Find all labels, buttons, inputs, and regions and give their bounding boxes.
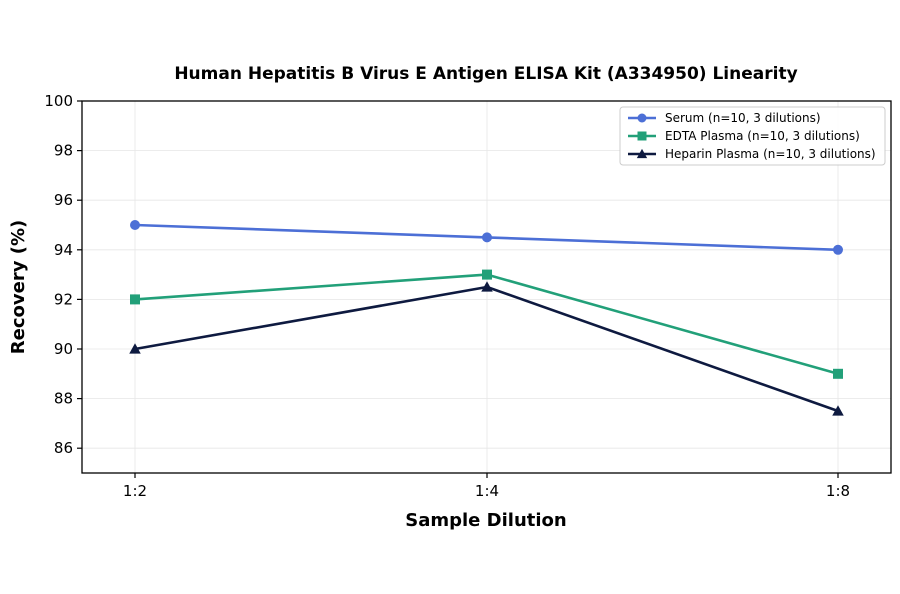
data-point [129, 343, 141, 354]
data-point [482, 232, 492, 243]
legend-box [619, 106, 886, 166]
x-tick-label: 1:2 [123, 482, 147, 500]
data-point [130, 220, 140, 230]
y-axis-label: Recovery (%) [8, 220, 29, 354]
y-tick-label: 88 [54, 390, 73, 408]
x-tick-label: 1:4 [475, 482, 499, 500]
data-point [833, 244, 843, 255]
axis-ticks: 86 88 90 92 94 96 98 100 1:2 1:4 1:8 [44, 92, 850, 500]
plot-frame [81, 100, 892, 474]
data-point [481, 281, 493, 292]
series-group [129, 220, 844, 416]
data-point [482, 269, 492, 280]
series-2 [129, 281, 844, 416]
y-tick-label: 100 [44, 92, 73, 110]
legend-item: Serum (n=10, 3 dilutions) [628, 111, 821, 125]
y-tick-label: 92 [54, 290, 73, 308]
legend-label: EDTA Plasma (n=10, 3 dilutions) [665, 129, 860, 143]
x-axis-label: Sample Dilution [405, 510, 566, 531]
legend-label: Heparin Plasma (n=10, 3 dilutions) [665, 147, 876, 161]
legend-item: Heparin Plasma (n=10, 3 dilutions) [628, 147, 876, 161]
chart-title: Human Hepatitis B Virus E Antigen ELISA … [174, 64, 797, 84]
y-tick-label: 90 [54, 340, 73, 358]
legend-marker [636, 148, 648, 159]
series-1 [130, 269, 843, 379]
y-tick-label: 96 [54, 191, 73, 209]
legend: Serum (n=10, 3 dilutions) EDTA Plasma (n=… [619, 106, 886, 166]
data-point [832, 405, 844, 416]
y-tick-label: 86 [54, 439, 73, 457]
x-tick-label: 1:8 [826, 482, 850, 500]
data-point [130, 294, 140, 305]
legend-marker [637, 113, 647, 123]
legend-marker [637, 131, 647, 141]
y-tick-label: 98 [54, 142, 73, 160]
series-0 [130, 220, 843, 255]
data-point [833, 368, 843, 379]
legend-label: Serum (n=10, 3 dilutions) [665, 111, 821, 125]
y-tick-label: 94 [54, 241, 73, 259]
legend-item: EDTA Plasma (n=10, 3 dilutions) [628, 129, 860, 143]
